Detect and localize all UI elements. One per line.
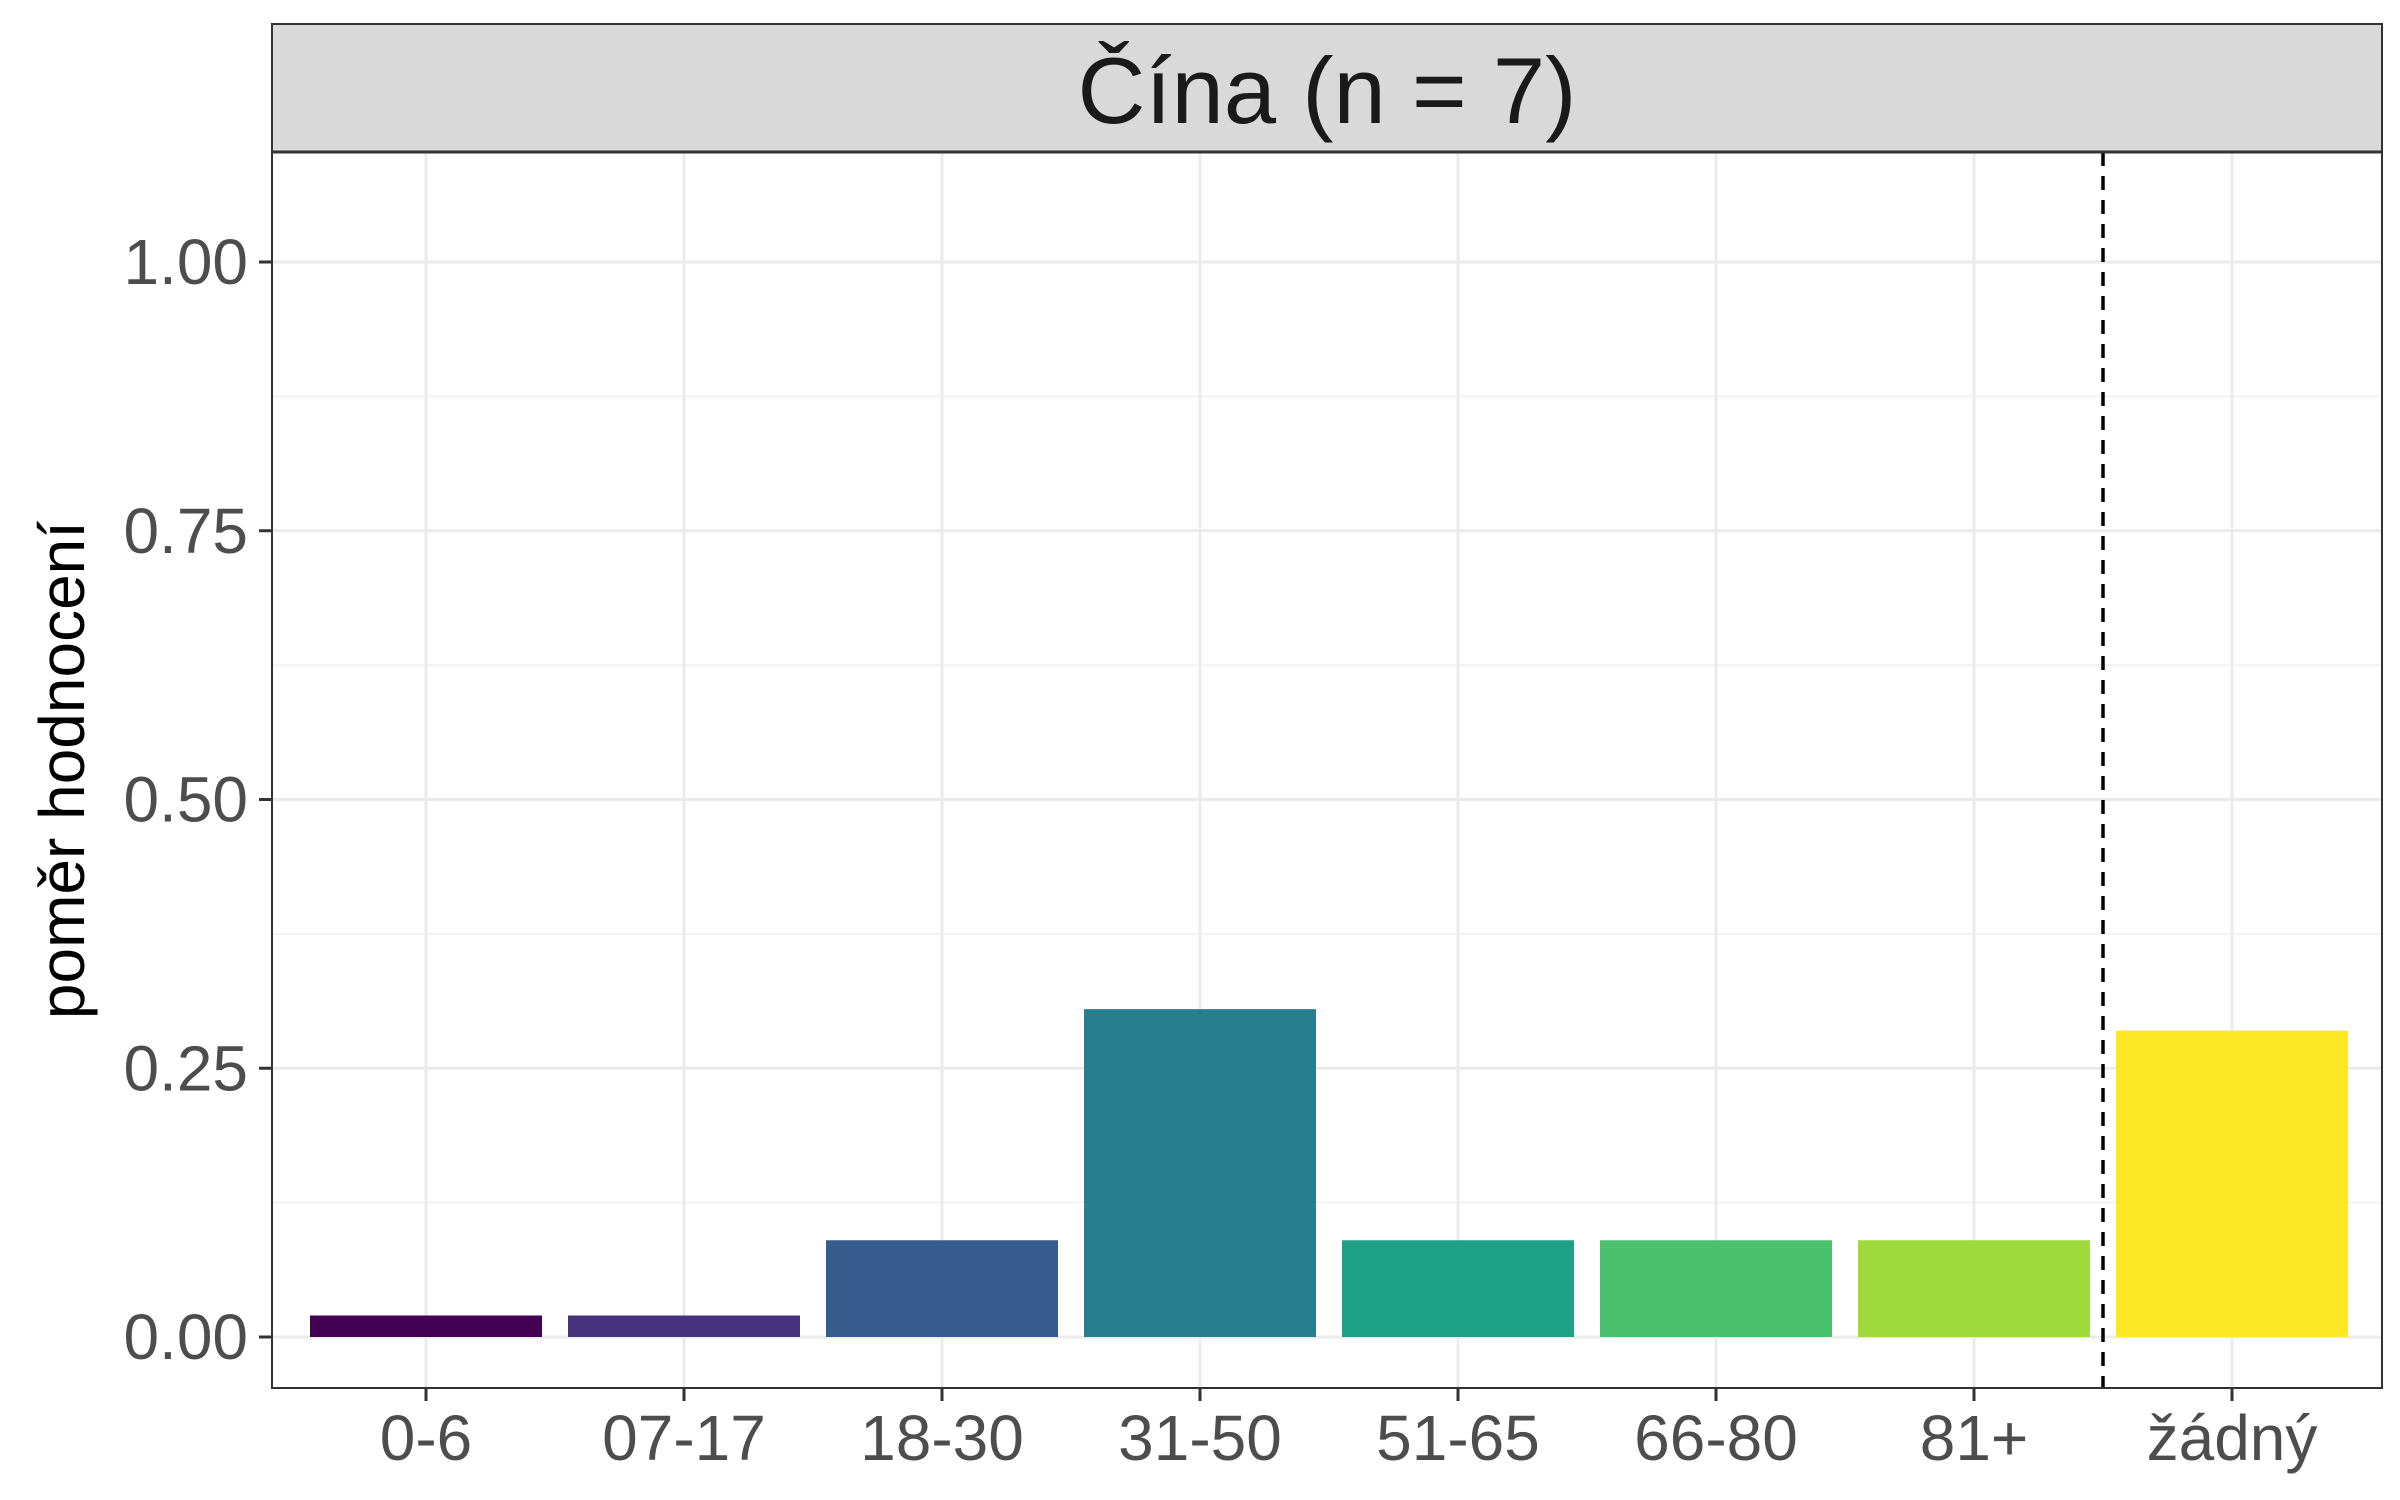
grid-layer: [272, 152, 2382, 1388]
bar-07-17: [568, 1315, 800, 1337]
y-tick-label: 0.75: [123, 495, 248, 567]
y-tick-label: 1.00: [123, 226, 248, 298]
bar-81+: [1858, 1240, 2090, 1337]
y-tick-label: 0.00: [123, 1301, 248, 1373]
y-tick-label: 0.25: [123, 1032, 248, 1104]
bar-18-30: [826, 1240, 1058, 1337]
axis-layer: 0.00 0.25 0.50 0.75 1.00 0-6 07-17 18-30 31-50 51…: [123, 226, 2317, 1474]
bar-31-50: [1084, 1009, 1316, 1337]
bar-66-80: [1600, 1240, 1832, 1337]
x-tick-label: 31-50: [1118, 1402, 1282, 1474]
x-tick-label: 51-65: [1376, 1402, 1540, 1474]
x-tick-label: 66-80: [1634, 1402, 1798, 1474]
bar-51-65: [1342, 1240, 1574, 1337]
x-tick-label: 0-6: [380, 1402, 473, 1474]
bar-žádný: [2116, 1030, 2348, 1337]
x-tick-label: žádný: [2147, 1402, 2318, 1474]
strip-background: [272, 24, 2382, 152]
bars-layer: [310, 1009, 2348, 1337]
y-tick-label: 0.50: [123, 764, 248, 836]
x-tick-label: 07-17: [602, 1402, 766, 1474]
strip-border: [271, 23, 2383, 153]
bar-0-6: [310, 1315, 542, 1337]
y-axis-title: poměr hodnocení: [26, 521, 98, 1019]
facet-title: Čína (n = 7): [1078, 38, 1577, 143]
x-tick-label: 18-30: [860, 1402, 1024, 1474]
x-tick-label: 81+: [1920, 1402, 2029, 1474]
